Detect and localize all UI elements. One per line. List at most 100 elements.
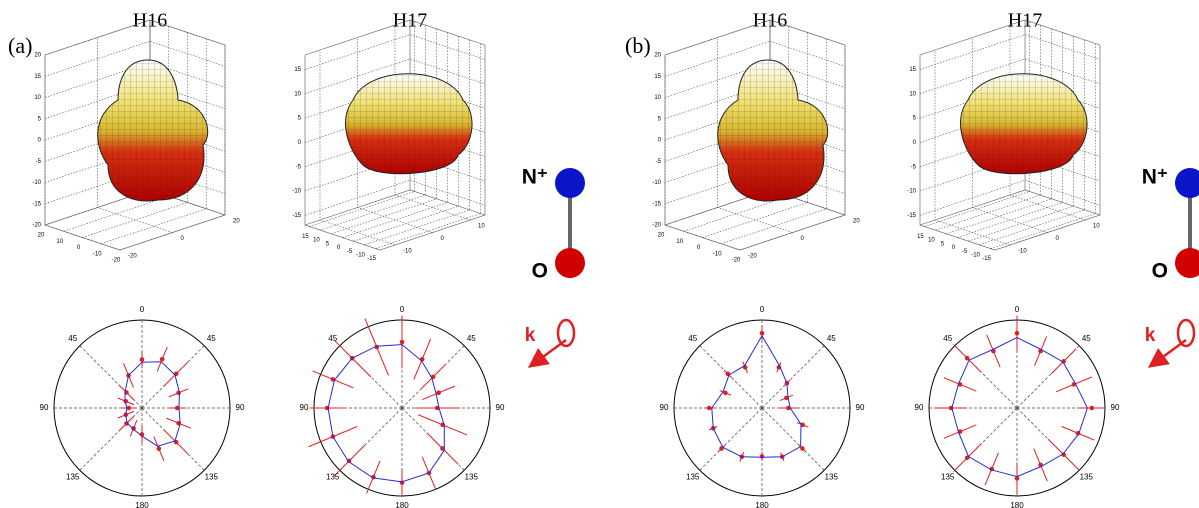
grid-line: [721, 38, 827, 245]
y-tick-label: 10: [1093, 224, 1100, 230]
z-tick-label: -15: [292, 213, 301, 219]
y-tick-label: 20: [853, 219, 860, 225]
z-tick-label: 15: [909, 67, 916, 73]
grid-line: [364, 39, 470, 246]
x-tick-label: 15: [917, 234, 924, 240]
box-edge: [664, 19, 846, 56]
grid-line: [990, 43, 1096, 249]
grid-line: [739, 45, 846, 251]
grid-line: [319, 50, 396, 246]
theta-tick-label: 135: [686, 472, 700, 481]
theta-tick-label: 90: [236, 403, 245, 412]
z-tick-label: -20: [32, 223, 41, 229]
grid-line: [919, 58, 1101, 95]
grid-line: [97, 37, 173, 233]
y-tick-label: 20: [233, 219, 240, 225]
box-edge: [304, 19, 486, 56]
theta-tick-label: 135: [205, 472, 219, 481]
z-tick-label: 5: [298, 116, 302, 122]
grid-line: [63, 26, 170, 232]
theta-tick-label: 90: [660, 403, 669, 412]
panel-label: (b): [625, 33, 651, 58]
surface-mesh: [717, 60, 828, 201]
theta-tick-label: 0: [760, 305, 765, 314]
data-point: [399, 339, 405, 345]
grid-line: [683, 26, 790, 232]
z-tick-label: 0: [38, 138, 42, 144]
data-point: [174, 405, 180, 411]
y-tick-label: 0: [1056, 236, 1060, 242]
z-tick-label: -5: [296, 164, 302, 170]
x-tick-label: -20: [732, 258, 741, 264]
box-edge: [919, 45, 1101, 251]
z-tick-label: 5: [38, 116, 42, 122]
data-point: [436, 390, 441, 396]
z-tick-label: 0: [658, 138, 662, 144]
grid-line: [331, 28, 437, 235]
data-point: [706, 405, 712, 411]
atom-n: [1175, 168, 1199, 198]
grid-line: [44, 19, 226, 56]
data-point: [139, 357, 145, 362]
grid-line: [44, 40, 226, 77]
surface: [717, 59, 829, 202]
fit-curve: [124, 361, 181, 447]
grid-line: [309, 21, 415, 227]
panel-label: (a): [8, 33, 32, 58]
data-point: [1061, 452, 1066, 457]
polarization-loop: [556, 318, 576, 348]
theta-tick-label: 45: [467, 334, 476, 343]
x-tick-label: 5: [941, 241, 945, 247]
data-point: [124, 421, 129, 426]
grid-line: [119, 45, 226, 251]
x-tick-label: 10: [928, 238, 935, 244]
grid-line: [664, 83, 846, 120]
z-tick-label: -10: [292, 189, 301, 195]
surface: [960, 73, 1088, 175]
atom-o: [555, 248, 585, 278]
y-tick-label: -20: [128, 254, 137, 260]
grid-line: [304, 58, 486, 95]
z-tick-label: -15: [652, 201, 661, 207]
fit-curve: [327, 344, 445, 483]
data-point: [1014, 476, 1020, 481]
x-tick-label: -10: [93, 251, 102, 257]
z-tick-label: 20: [654, 53, 661, 59]
x-tick-label: 20: [658, 233, 665, 239]
data-point: [126, 405, 132, 411]
data-point: [759, 330, 765, 336]
wavevector-arrow: [1147, 338, 1187, 368]
x-tick-label: -15: [982, 256, 991, 262]
z-tick-label: 10: [909, 91, 916, 97]
wavevector-arrow: [527, 338, 567, 368]
grid-line: [946, 28, 1052, 235]
grid-line: [979, 39, 1085, 246]
box-edge: [44, 19, 226, 56]
x-tick-label: -5: [347, 249, 353, 255]
polarization-loop: [1176, 318, 1196, 348]
theta-tick-label: 90: [1111, 403, 1120, 412]
grid-line: [82, 32, 188, 238]
z-tick-label: 0: [298, 140, 302, 146]
z-tick-label: 15: [294, 67, 301, 73]
y-tick-label: 0: [801, 236, 805, 242]
surface-box: [304, 19, 486, 251]
grid-line: [664, 40, 846, 77]
x-tick-label: 0: [952, 245, 956, 251]
grid-line: [934, 50, 1011, 246]
x-tick-label: -10: [356, 252, 365, 258]
grid-line: [664, 55, 741, 251]
z-tick-label: 0: [913, 140, 917, 146]
surface: [97, 59, 209, 202]
data-point: [1089, 405, 1095, 411]
z-tick-label: -5: [36, 159, 42, 165]
z-tick-label: 20: [34, 53, 41, 59]
grid-line: [44, 168, 226, 205]
grid-spoke: [761, 407, 825, 471]
x-tick-label: -15: [367, 256, 376, 262]
grid-line: [375, 43, 481, 249]
atom-label: N⁺: [522, 166, 548, 189]
surface-mesh: [345, 73, 473, 174]
data-point: [159, 356, 165, 362]
theta-tick-label: 135: [941, 472, 955, 481]
